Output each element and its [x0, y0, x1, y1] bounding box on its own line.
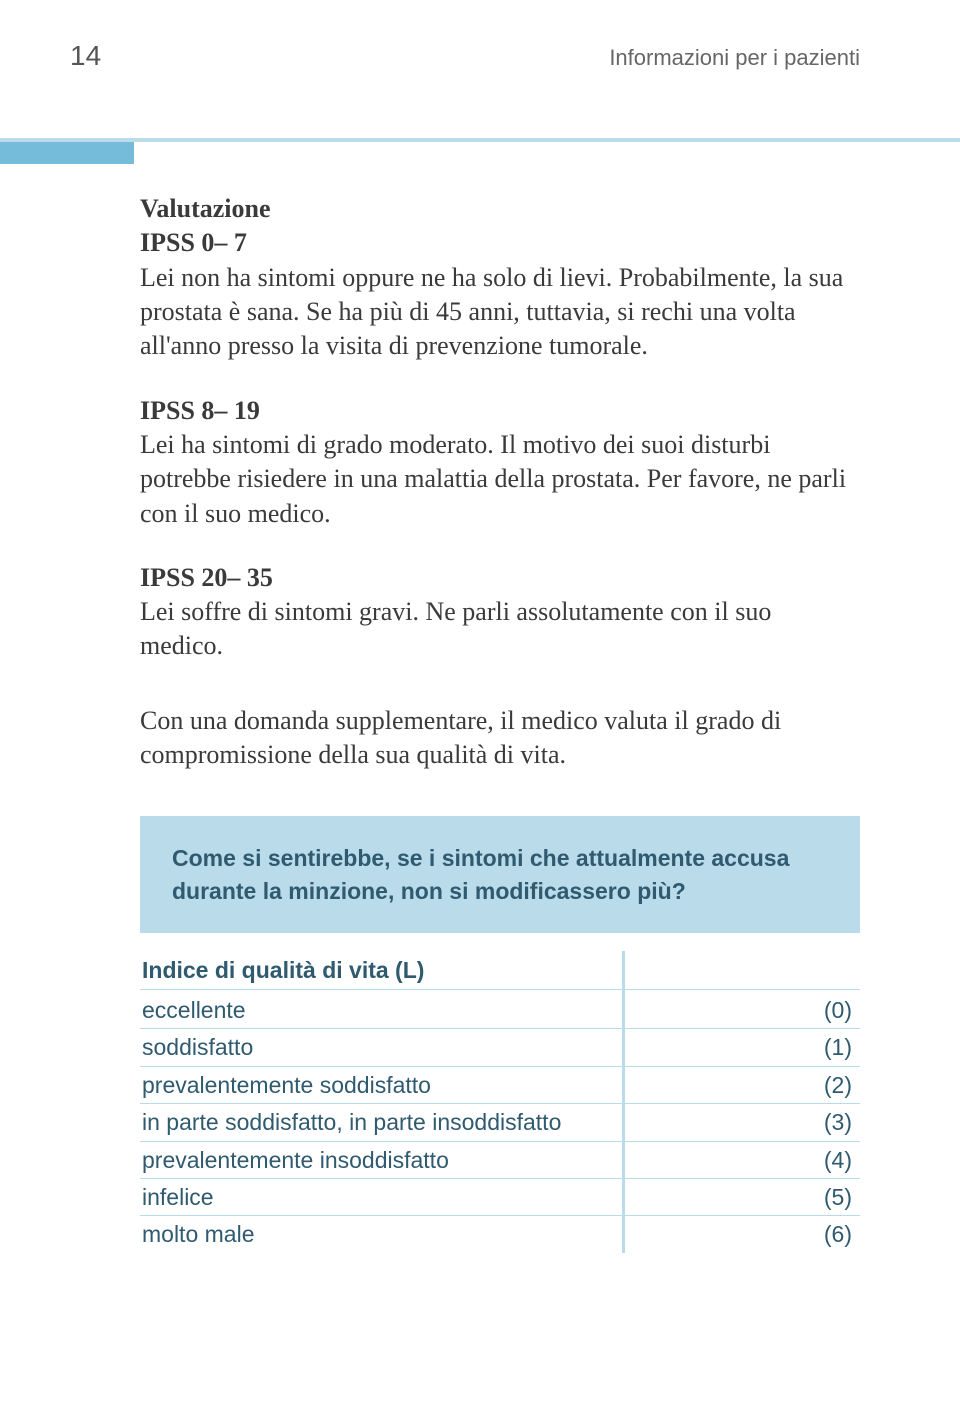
table-row: infelice(5): [140, 1179, 860, 1216]
question-box: Come si sentirebbe, se i sintomi che att…: [140, 816, 860, 932]
section-ipss-8-19: IPSS 8– 19 Lei ha sintomi di grado moder…: [140, 394, 860, 531]
section-text-2: Lei soffre di sintomi gravi. Ne parli as…: [140, 595, 860, 664]
row-score: (3): [798, 1107, 858, 1137]
table-row: in parte soddisfatto, in parte insoddisf…: [140, 1104, 860, 1141]
header-title: Informazioni per i pazienti: [609, 45, 860, 71]
table-title: Indice di qualità di vita (L): [140, 951, 860, 990]
table-row: prevalentemente soddisfatto(2): [140, 1067, 860, 1104]
row-label: eccellente: [142, 995, 798, 1025]
followup-paragraph: Con una domanda supplementare, il medico…: [140, 704, 860, 773]
row-label: molto male: [142, 1219, 798, 1249]
range-heading-2: IPSS 20– 35: [140, 561, 860, 595]
qol-table: Indice di qualità di vita (L) eccellente…: [140, 951, 860, 1253]
section-text-1: Lei ha sintomi di grado moderato. Il mot…: [140, 428, 860, 531]
bar-thin: [0, 138, 960, 142]
bar-thick: [0, 142, 134, 164]
range-heading-0: IPSS 0– 7: [140, 226, 860, 260]
row-label: infelice: [142, 1182, 798, 1212]
row-score: (4): [798, 1145, 858, 1175]
row-score: (0): [798, 995, 858, 1025]
range-heading-1: IPSS 8– 19: [140, 394, 860, 428]
row-score: (5): [798, 1182, 858, 1212]
content: Valutazione IPSS 0– 7 Lei non ha sintomi…: [140, 192, 860, 1253]
row-label: soddisfatto: [142, 1032, 798, 1062]
table-rows: eccellente(0)soddisfatto(1)prevalentemen…: [140, 992, 860, 1253]
table-row: soddisfatto(1): [140, 1029, 860, 1066]
table-vertical-divider: [622, 951, 625, 1253]
section-text-0: Lei non ha sintomi oppure ne ha solo di …: [140, 261, 860, 364]
table-row: molto male(6): [140, 1216, 860, 1252]
row-label: in parte soddisfatto, in parte insoddisf…: [142, 1107, 798, 1137]
row-label: prevalentemente soddisfatto: [142, 1070, 798, 1100]
row-score: (6): [798, 1219, 858, 1249]
followup-text: Con una domanda supplementare, il medico…: [140, 704, 860, 773]
row-score: (2): [798, 1070, 858, 1100]
main-heading: Valutazione: [140, 192, 860, 226]
section-valutazione: Valutazione IPSS 0– 7 Lei non ha sintomi…: [140, 192, 860, 364]
section-ipss-20-35: IPSS 20– 35 Lei soffre di sintomi gravi.…: [140, 561, 860, 664]
page: 14 Informazioni per i pazienti Valutazio…: [0, 0, 960, 1407]
table-row: prevalentemente insoddisfatto(4): [140, 1142, 860, 1179]
row-label: prevalentemente insoddisfatto: [142, 1145, 798, 1175]
row-score: (1): [798, 1032, 858, 1062]
decorative-bar: [0, 138, 960, 164]
page-number: 14: [70, 40, 101, 72]
table-row: eccellente(0): [140, 992, 860, 1029]
question-text: Come si sentirebbe, se i sintomi che att…: [172, 845, 789, 903]
page-header: 14 Informazioni per i pazienti: [140, 40, 860, 72]
